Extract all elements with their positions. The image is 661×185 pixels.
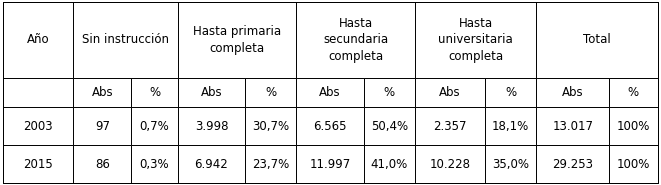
Bar bbox=[296, 145, 364, 183]
Bar bbox=[415, 2, 536, 78]
Text: Hasta primaria
completa: Hasta primaria completa bbox=[193, 25, 281, 55]
Bar bbox=[73, 78, 131, 107]
Text: 18,1%: 18,1% bbox=[492, 120, 529, 132]
Text: 30,7%: 30,7% bbox=[253, 120, 290, 132]
Bar bbox=[485, 107, 536, 145]
Bar bbox=[296, 2, 415, 78]
Text: Total: Total bbox=[583, 33, 611, 46]
Text: 23,7%: 23,7% bbox=[252, 158, 290, 171]
Text: Abs: Abs bbox=[562, 86, 584, 99]
Bar bbox=[296, 78, 364, 107]
Text: 6.942: 6.942 bbox=[194, 158, 228, 171]
Bar bbox=[296, 107, 364, 145]
Text: Abs: Abs bbox=[439, 86, 461, 99]
Bar bbox=[73, 107, 131, 145]
Bar bbox=[609, 145, 658, 183]
Text: Sin instrucción: Sin instrucción bbox=[82, 33, 169, 46]
Bar bbox=[3, 107, 73, 145]
Text: 50,4%: 50,4% bbox=[371, 120, 408, 132]
Bar bbox=[3, 145, 73, 183]
Bar bbox=[415, 78, 485, 107]
Text: 2.357: 2.357 bbox=[433, 120, 467, 132]
Text: 10.228: 10.228 bbox=[430, 158, 471, 171]
Bar bbox=[178, 145, 245, 183]
Text: 97: 97 bbox=[95, 120, 110, 132]
Text: 100%: 100% bbox=[617, 158, 650, 171]
Text: %: % bbox=[628, 86, 639, 99]
Bar bbox=[485, 78, 536, 107]
Bar bbox=[485, 145, 536, 183]
Bar bbox=[609, 78, 658, 107]
Text: %: % bbox=[384, 86, 395, 99]
Bar bbox=[245, 145, 296, 183]
Bar bbox=[178, 78, 245, 107]
Bar bbox=[3, 2, 73, 78]
Bar bbox=[245, 78, 296, 107]
Bar bbox=[609, 107, 658, 145]
Text: %: % bbox=[505, 86, 516, 99]
Text: 0,7%: 0,7% bbox=[139, 120, 169, 132]
Bar bbox=[131, 107, 178, 145]
Text: 2015: 2015 bbox=[23, 158, 53, 171]
Bar bbox=[536, 2, 658, 78]
Bar bbox=[415, 145, 485, 183]
Text: 11.997: 11.997 bbox=[309, 158, 350, 171]
Text: Año: Año bbox=[27, 33, 50, 46]
Text: 0,3%: 0,3% bbox=[139, 158, 169, 171]
Bar bbox=[73, 145, 131, 183]
Text: %: % bbox=[149, 86, 160, 99]
Text: Abs: Abs bbox=[201, 86, 222, 99]
Bar bbox=[364, 107, 415, 145]
Bar bbox=[536, 107, 609, 145]
Bar bbox=[131, 78, 178, 107]
Bar bbox=[178, 2, 296, 78]
Text: 6.565: 6.565 bbox=[313, 120, 347, 132]
Bar bbox=[364, 78, 415, 107]
Text: Hasta
universitaria
completa: Hasta universitaria completa bbox=[438, 17, 513, 63]
Text: 35,0%: 35,0% bbox=[492, 158, 529, 171]
Bar bbox=[245, 107, 296, 145]
Bar bbox=[415, 107, 485, 145]
Bar bbox=[178, 107, 245, 145]
Text: Abs: Abs bbox=[91, 86, 113, 99]
Text: 29.253: 29.253 bbox=[552, 158, 593, 171]
Bar bbox=[3, 78, 73, 107]
Text: Abs: Abs bbox=[319, 86, 341, 99]
Text: 41,0%: 41,0% bbox=[371, 158, 408, 171]
Bar bbox=[536, 145, 609, 183]
Text: 3.998: 3.998 bbox=[195, 120, 228, 132]
Text: 86: 86 bbox=[95, 158, 110, 171]
Text: 13.017: 13.017 bbox=[552, 120, 593, 132]
Text: 2003: 2003 bbox=[24, 120, 53, 132]
Bar bbox=[131, 145, 178, 183]
Bar bbox=[364, 145, 415, 183]
Text: %: % bbox=[265, 86, 276, 99]
Bar bbox=[73, 2, 178, 78]
Text: 100%: 100% bbox=[617, 120, 650, 132]
Text: Hasta
secundaria
completa: Hasta secundaria completa bbox=[323, 17, 388, 63]
Bar bbox=[536, 78, 609, 107]
